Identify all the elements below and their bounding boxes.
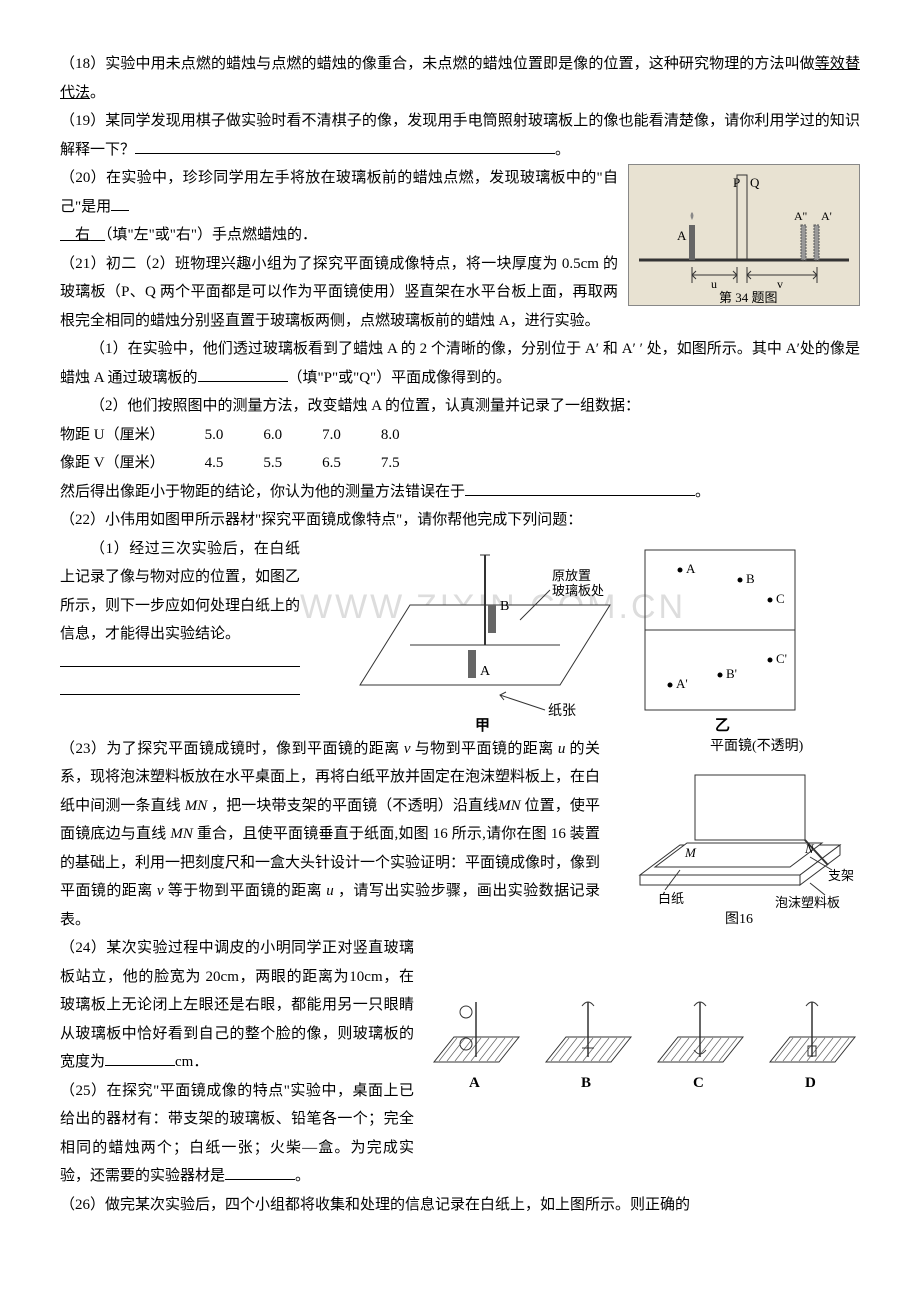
q20-blank1: [111, 210, 129, 211]
q19-paragraph: （19）某同学发现用棋子做实验时看不清棋子的像，发现用手电筒照射玻璃板上的像也能…: [60, 107, 860, 164]
q21-sub2-intro: （2）他们按照图中的测量方法，改变蜡烛 A 的位置，认真测量并记录了一组数据：: [60, 392, 860, 421]
svg-text:支架: 支架: [828, 868, 854, 883]
q21-data-table: 物距 U（厘米） 5.0 6.0 7.0 8.0 像距 V（厘米） 4.5 5.…: [60, 421, 440, 478]
u-2: 7.0: [322, 421, 381, 450]
q19-tail: 。: [555, 142, 570, 158]
q18-text-before: （18）实验中用未点燃的蜡烛与点燃的蜡烛的像重合，未点燃的蜡烛位置即是像的位置，…: [60, 56, 815, 72]
svg-text:M: M: [684, 845, 697, 860]
q22-sub1: （1）经过三次实验后，在白纸上记录了像与物对应的位置，如图乙所示，则下一步应如何…: [60, 535, 300, 649]
q25-abcd-figs: A B C: [424, 934, 860, 1097]
svg-text:白纸: 白纸: [658, 891, 684, 906]
table-row: 物距 U（厘米） 5.0 6.0 7.0 8.0: [60, 421, 440, 450]
q21-sub1: （1）在实验中，他们透过玻璃板看到了蜡烛 A 的 2 个清晰的像，分别位于 A′…: [60, 335, 860, 392]
svg-text:乙: 乙: [715, 718, 730, 734]
q22-figblock: WWW.ZIXIN.COM.CN （1）经过三次实验后，在白纸上记录了像与物对应…: [60, 535, 860, 735]
q18-text-after: 。: [90, 85, 105, 101]
u-1: 6.0: [263, 421, 322, 450]
q24-para: （24）某次实验过程中调皮的小明同学正对竖直玻璃板站立，他的脸宽为 20cm，两…: [60, 934, 414, 1077]
q20-line1-text: （20）在实验中，珍珍同学用左手将放在玻璃板前的蜡烛点燃，发现玻璃板中的"自己"…: [60, 170, 618, 215]
q21-fig-caption: 第 34 题图: [719, 290, 778, 305]
svg-text:平面镜(不透明): 平面镜(不透明): [710, 738, 804, 754]
svg-text:原放置: 原放置: [552, 568, 591, 583]
q24-after: cm．: [175, 1054, 208, 1070]
q21-figure-box: P Q A A'' A' u: [628, 164, 860, 306]
q23-text: （23）为了探究平面镜成镜时，像到平面镜的距离 v 与物到平面镜的距离 u 的关…: [60, 735, 600, 935]
svg-text:纸张: 纸张: [548, 703, 576, 719]
q24-q25-block: （24）某次实验过程中调皮的小明同学正对竖直玻璃板站立，他的脸宽为 20cm，两…: [60, 934, 860, 1191]
q23-figure: 平面镜(不透明) M N 支架 白纸 泡沫塑料板 图16: [610, 735, 860, 925]
q25-fig-d: D: [760, 982, 860, 1097]
svg-text:A'': A'': [794, 209, 807, 223]
q20-line2: 右 （填"左"或"右"）手点燃蜡烛的．: [60, 221, 618, 250]
q20-line1: （20）在实验中，珍珍同学用左手将放在玻璃板前的蜡烛点燃，发现玻璃板中的"自己"…: [60, 164, 618, 221]
q19-text: （19）某同学发现用棋子做实验时看不清棋子的像，发现用手电筒照射玻璃板上的像也能…: [60, 113, 860, 158]
q21-figure-svg: P Q A A'' A' u: [629, 165, 859, 305]
u-0: 5.0: [205, 421, 264, 450]
svg-text:P: P: [733, 175, 740, 190]
svg-text:泡沫塑料板: 泡沫塑料板: [775, 895, 840, 910]
svg-text:Q: Q: [750, 175, 760, 190]
svg-text:A: A: [686, 561, 696, 576]
svg-text:N: N: [804, 841, 815, 856]
svg-text:A': A': [821, 209, 832, 223]
q22-blank1: [60, 666, 300, 667]
row-label-v: 像距 V（厘米）: [60, 449, 205, 478]
q21-sub2-tail-before: 然后得出像距小于物距的结论，你认为他的测量方法错误在于: [60, 484, 465, 500]
q22-fig-jia: A B 纸张 原放置 玻璃板处 甲: [310, 535, 620, 735]
q25-fig-b: B: [536, 982, 636, 1097]
table-row: 像距 V（厘米） 4.5 5.5 6.5 7.5: [60, 449, 440, 478]
q21-sub2-tail-after: 。: [695, 484, 710, 500]
q25-para: （25）在探究"平面镜成像的特点"实验中，桌面上已给出的器材有：带支架的玻璃板、…: [60, 1077, 414, 1191]
svg-text:B': B': [726, 666, 737, 681]
u-3: 8.0: [381, 421, 440, 450]
svg-text:玻璃板处: 玻璃板处: [552, 583, 604, 598]
q25-fig-a: A: [424, 982, 524, 1097]
q19-blank: [135, 153, 555, 154]
q21-figure-container: P Q A A'' A' u: [628, 164, 860, 317]
q20-answer-text: 右: [75, 227, 90, 243]
q22-blank2: [60, 694, 300, 695]
q24-before: （24）某次实验过程中调皮的小明同学正对竖直玻璃板站立，他的脸宽为 20cm，两…: [60, 940, 414, 1070]
q21-sub2-tail: 然后得出像距小于物距的结论，你认为他的测量方法错误在于 。: [60, 478, 860, 507]
svg-text:C: C: [776, 591, 785, 606]
q26-text: （26）做完某次实验后，四个小组都将收集和处理的信息记录在白纸上，如上图所示。则…: [60, 1191, 860, 1220]
q24-blank: [105, 1065, 175, 1066]
q20-answer: 右: [60, 227, 105, 243]
q25-before: （25）在探究"平面镜成像的特点"实验中，桌面上已给出的器材有：带支架的玻璃板、…: [60, 1083, 414, 1185]
v-0: 4.5: [205, 449, 264, 478]
v-1: 5.5: [263, 449, 322, 478]
svg-text:v: v: [777, 277, 783, 291]
v-3: 7.5: [381, 449, 440, 478]
svg-text:u: u: [711, 277, 717, 291]
q21-sub1-after: （填"P"或"Q"）平面成像得到的。: [288, 370, 512, 386]
svg-text:B: B: [746, 571, 755, 586]
q23-block: （23）为了探究平面镜成镜时，像到平面镜的距离 v 与物到平面镜的距离 u 的关…: [60, 735, 860, 935]
q21-sub2-blank: [465, 495, 695, 496]
q22-intro: （22）小伟用如图甲所示器材"探究平面镜成像特点"，请你帮他完成下列问题：: [60, 506, 860, 535]
q22-fig-yi: A B C A' B' C' 乙: [630, 535, 810, 735]
q20-q21-block: （20）在实验中，珍珍同学用左手将放在玻璃板前的蜡烛点燃，发现玻璃板中的"自己"…: [60, 164, 860, 335]
q20-suffix: （填"左"或"右"）手点燃蜡烛的．: [105, 227, 317, 243]
svg-text:B: B: [581, 1075, 591, 1091]
svg-text:B: B: [500, 599, 509, 614]
q25-fig-c: C: [648, 982, 748, 1097]
svg-text:A: A: [469, 1075, 480, 1091]
v-2: 6.5: [322, 449, 381, 478]
svg-text:A: A: [677, 228, 687, 243]
svg-text:A': A': [676, 676, 688, 691]
q25-blank: [225, 1179, 295, 1180]
svg-text:甲: 甲: [475, 717, 490, 734]
row-label-u: 物距 U（厘米）: [60, 421, 205, 450]
q25-after: 。: [295, 1168, 310, 1184]
svg-text:C': C': [776, 651, 787, 666]
svg-text:A: A: [480, 664, 491, 679]
q18-paragraph: （18）实验中用未点燃的蜡烛与点燃的蜡烛的像重合，未点燃的蜡烛位置即是像的位置，…: [60, 50, 860, 107]
q21-sub1-blank: [198, 381, 288, 382]
svg-text:D: D: [805, 1075, 816, 1091]
svg-text:C: C: [693, 1075, 704, 1091]
svg-text:图16: 图16: [725, 912, 753, 925]
q21-intro: （21）初二（2）班物理兴趣小组为了探究平面镜成像特点，将一块厚度为 0.5cm…: [60, 250, 618, 336]
